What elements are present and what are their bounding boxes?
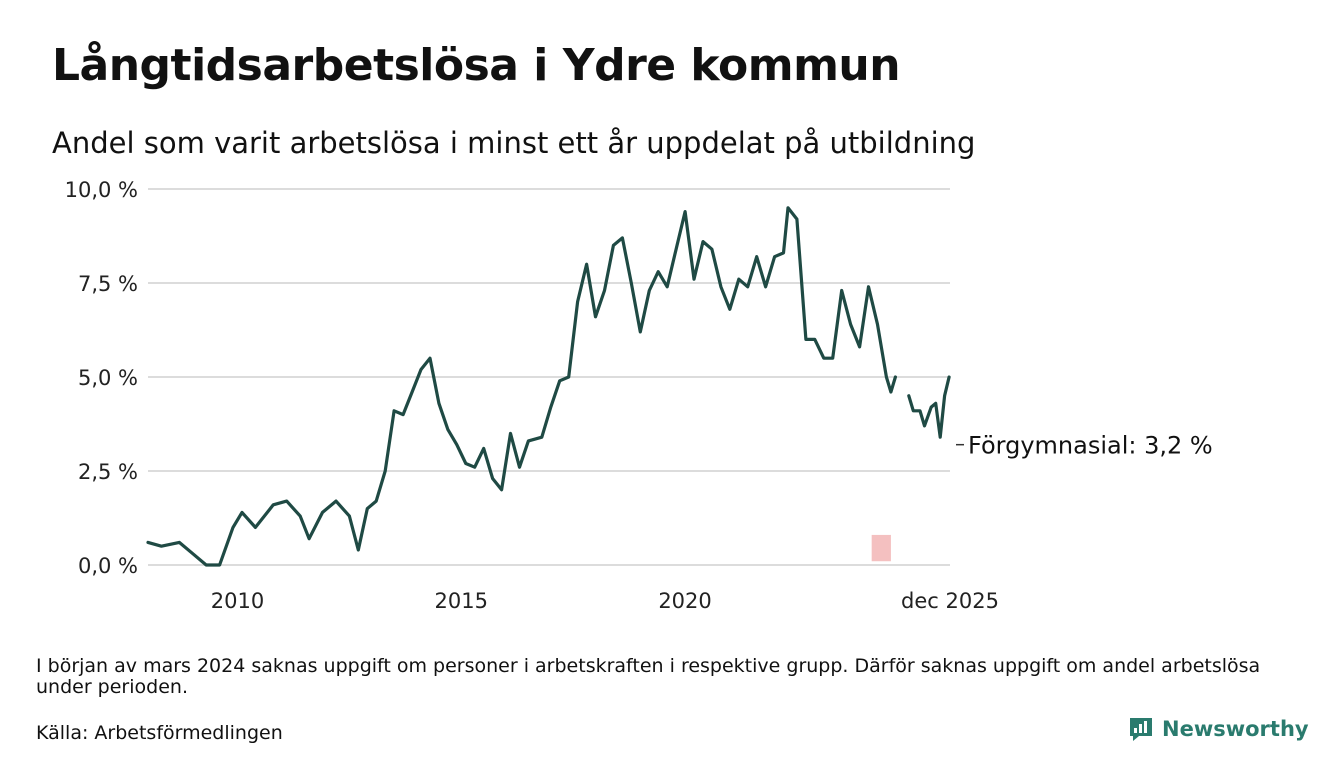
- x-tick-label: 2015: [435, 589, 488, 613]
- newsworthy-logo[interactable]: Newsworthy: [1128, 716, 1309, 742]
- logo-text: Newsworthy: [1162, 717, 1309, 741]
- end-label-forgymnasial: Förgymnasial: 3,2 %: [968, 432, 1213, 460]
- y-tick-label: 2,5 %: [78, 460, 138, 484]
- newsworthy-logo-icon: [1130, 718, 1152, 741]
- x-tick-label: 2020: [658, 589, 711, 613]
- source-credit: Källa: Arbetsförmedlingen: [36, 722, 283, 744]
- footnote: I början av mars 2024 saknas uppgift om …: [36, 655, 1261, 698]
- y-tick-label: 7,5 %: [78, 272, 138, 296]
- series-line-forgymnasial-0: [146, 206, 897, 567]
- y-tick-label: 5,0 %: [78, 366, 138, 390]
- missing-data-band: [871, 534, 891, 562]
- chart-subtitle: Andel som varit arbetslösa i minst ett å…: [52, 126, 976, 160]
- x-tick-label: dec 2025: [901, 589, 999, 613]
- series-line-forgymnasial-1: [907, 375, 951, 439]
- chart-title: Långtidsarbetslösa i Ydre kommun: [52, 40, 901, 91]
- y-tick-label: 0,0 %: [78, 554, 138, 578]
- y-tick-label: 10,0 %: [65, 178, 138, 202]
- x-tick-label: 2010: [211, 589, 264, 613]
- line-chart: 0,0 % 2,5 % 5,0 % 7,5 % 10,0 % 2010 2015 2020 de…: [65, 178, 1213, 613]
